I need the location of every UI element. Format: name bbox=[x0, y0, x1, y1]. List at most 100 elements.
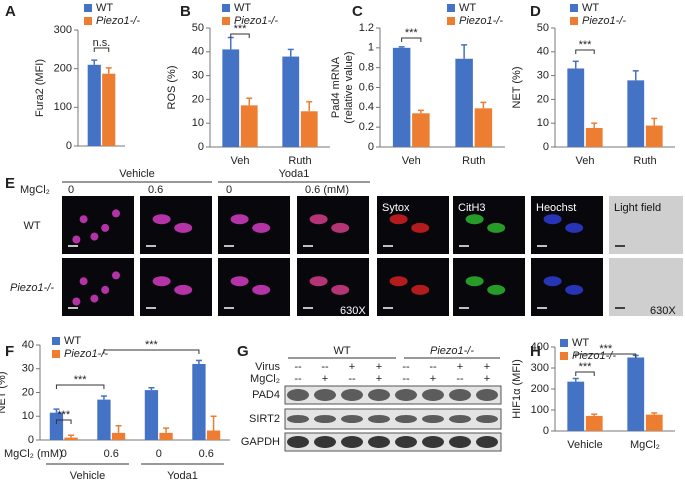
legend-label: WT bbox=[96, 2, 113, 14]
sign: + bbox=[484, 373, 490, 385]
band bbox=[422, 415, 444, 423]
annotation: *** bbox=[234, 23, 248, 35]
x-tick-label: Ruth bbox=[288, 155, 311, 167]
band bbox=[395, 436, 417, 448]
blot bbox=[284, 385, 502, 405]
x-tick-label: Veh bbox=[576, 155, 595, 167]
y-tick-label: 0 bbox=[368, 141, 374, 153]
error-bar bbox=[148, 387, 155, 391]
annotation: *** bbox=[74, 374, 88, 386]
bar bbox=[392, 47, 411, 148]
error-bar bbox=[461, 44, 468, 59]
legend-label: Piezo1-/- bbox=[234, 15, 278, 27]
group-label: Yoda1 bbox=[167, 470, 198, 482]
y-tick-label: 0.6 bbox=[359, 81, 374, 93]
cell bbox=[101, 223, 110, 232]
legend-label: Piezo1-/- bbox=[582, 15, 626, 27]
y-axis-label: HIF1α (MFI) bbox=[511, 359, 523, 419]
band bbox=[449, 436, 471, 448]
cell bbox=[543, 214, 562, 225]
band bbox=[395, 389, 417, 401]
error-bar bbox=[417, 109, 424, 114]
micrograph bbox=[609, 258, 683, 316]
y-tick-label: 0 bbox=[198, 141, 204, 153]
y-tick-label: 0 bbox=[543, 425, 549, 437]
error-bar bbox=[195, 359, 202, 364]
bracket bbox=[55, 419, 72, 424]
cell bbox=[565, 284, 584, 295]
y-axis-label: Pad4 mRNA bbox=[330, 56, 342, 118]
cell bbox=[230, 276, 249, 287]
micrograph bbox=[62, 258, 134, 316]
y-tick-label: 10 bbox=[192, 117, 204, 129]
error-bar bbox=[398, 46, 405, 48]
error-bar bbox=[287, 48, 294, 57]
cell bbox=[112, 209, 120, 218]
sign: + bbox=[430, 373, 436, 385]
band bbox=[287, 389, 309, 401]
x-tick-label: 0.6 bbox=[104, 448, 119, 460]
bar bbox=[102, 73, 116, 146]
error-bar bbox=[306, 101, 313, 112]
y-tick-label: 0.4 bbox=[359, 101, 374, 113]
panel-label: F bbox=[5, 343, 14, 360]
cell bbox=[565, 222, 584, 233]
y-tick-label: 0.2 bbox=[359, 121, 374, 133]
bar bbox=[645, 125, 663, 147]
cell bbox=[174, 284, 193, 295]
row-label: WT bbox=[23, 220, 40, 232]
annotation: *** bbox=[57, 409, 71, 421]
cell bbox=[411, 284, 430, 295]
y-tick-label: 0 bbox=[66, 140, 72, 152]
bar bbox=[192, 364, 206, 440]
bracket bbox=[230, 33, 250, 38]
x-tick-label: Vehicle bbox=[567, 439, 602, 451]
group-label: Piezo1-/- bbox=[430, 345, 474, 357]
cell bbox=[465, 214, 484, 225]
bar bbox=[222, 49, 240, 147]
band bbox=[314, 415, 336, 423]
bar bbox=[567, 381, 585, 431]
error-bar bbox=[68, 434, 75, 438]
sign: + bbox=[484, 361, 490, 373]
magnification: 630X bbox=[650, 305, 676, 317]
stain-label: Sytox bbox=[382, 202, 410, 214]
legend-label: WT bbox=[459, 2, 476, 14]
y-tick-label: 300 bbox=[54, 24, 72, 36]
panel-label: A bbox=[5, 3, 16, 20]
cell bbox=[309, 276, 328, 287]
cell bbox=[90, 232, 99, 241]
annotation: *** bbox=[405, 27, 419, 39]
bar bbox=[645, 414, 663, 431]
cell bbox=[487, 222, 506, 233]
y-tick-label: 0 bbox=[543, 141, 549, 153]
band bbox=[314, 436, 336, 448]
bar bbox=[627, 80, 645, 147]
bar bbox=[627, 357, 645, 431]
panel-label: B bbox=[180, 3, 191, 20]
band bbox=[449, 389, 471, 401]
treatment-label: MgCl₂ bbox=[20, 184, 50, 196]
sign: -- bbox=[402, 361, 410, 373]
sign: + bbox=[322, 373, 328, 385]
legend-label: WT bbox=[234, 2, 251, 14]
y-tick-label: 100 bbox=[531, 404, 549, 416]
magnification: 630X bbox=[340, 305, 366, 317]
bracket bbox=[93, 47, 110, 52]
sign: -- bbox=[348, 373, 356, 385]
error-bar bbox=[632, 70, 639, 81]
error-bar bbox=[246, 97, 253, 106]
bar bbox=[97, 399, 111, 440]
x-tick-label: Ruth bbox=[633, 155, 656, 167]
sign: + bbox=[349, 361, 355, 373]
annotation: n.s. bbox=[93, 37, 111, 49]
bracket bbox=[103, 349, 200, 354]
band bbox=[422, 436, 444, 448]
cell bbox=[152, 276, 171, 287]
y-axis-label: NET (%) bbox=[0, 372, 8, 414]
dose-label: 0 bbox=[226, 184, 232, 196]
band-label: PAD4 bbox=[252, 389, 280, 401]
x-tick-label: 0.6 bbox=[199, 448, 214, 460]
bracket bbox=[55, 384, 105, 389]
legend-swatch bbox=[222, 4, 230, 12]
